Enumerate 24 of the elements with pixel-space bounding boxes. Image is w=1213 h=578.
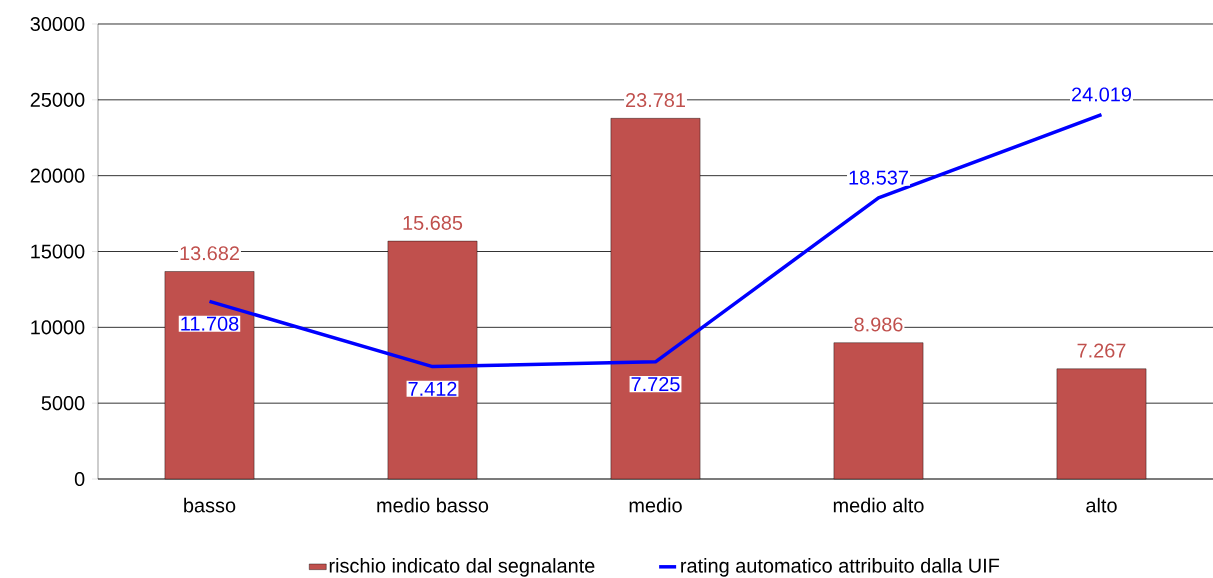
data-label: 7.267 (1077, 343, 1126, 358)
data-label: 8.986 (854, 317, 903, 332)
x-tick-label: medio alto (833, 497, 924, 513)
data-label: 13.682 (180, 246, 239, 261)
legend-label: rischio indicato dal segnalante (329, 558, 595, 577)
x-tick-label: alto (1086, 497, 1117, 513)
y-tick-label: 25000 (30, 92, 85, 107)
y-tick-label: 15000 (31, 244, 85, 259)
y-tick-label: 10000 (31, 320, 85, 335)
y-tick-label: 0 (74, 471, 85, 487)
x-tick-label: medio basso (377, 497, 489, 513)
legend-label: rating automatico attribuito dalla UIF (681, 558, 1000, 577)
x-tick-label: medio (629, 497, 682, 513)
data-label: 15.685 (403, 215, 463, 230)
data-label: 7.412 (408, 381, 457, 396)
data-label: 23.781 (626, 93, 685, 108)
data-label: 24.019 (1072, 87, 1132, 102)
y-tick-label: 30000 (30, 16, 85, 32)
y-tick-label: 20000 (30, 168, 85, 183)
x-tick-label: basso (184, 497, 236, 513)
data-label: 7.725 (631, 377, 680, 392)
data-label: 11.708 (181, 316, 239, 331)
data-label: 18.537 (849, 170, 908, 185)
y-tick-label: 5000 (41, 396, 85, 411)
